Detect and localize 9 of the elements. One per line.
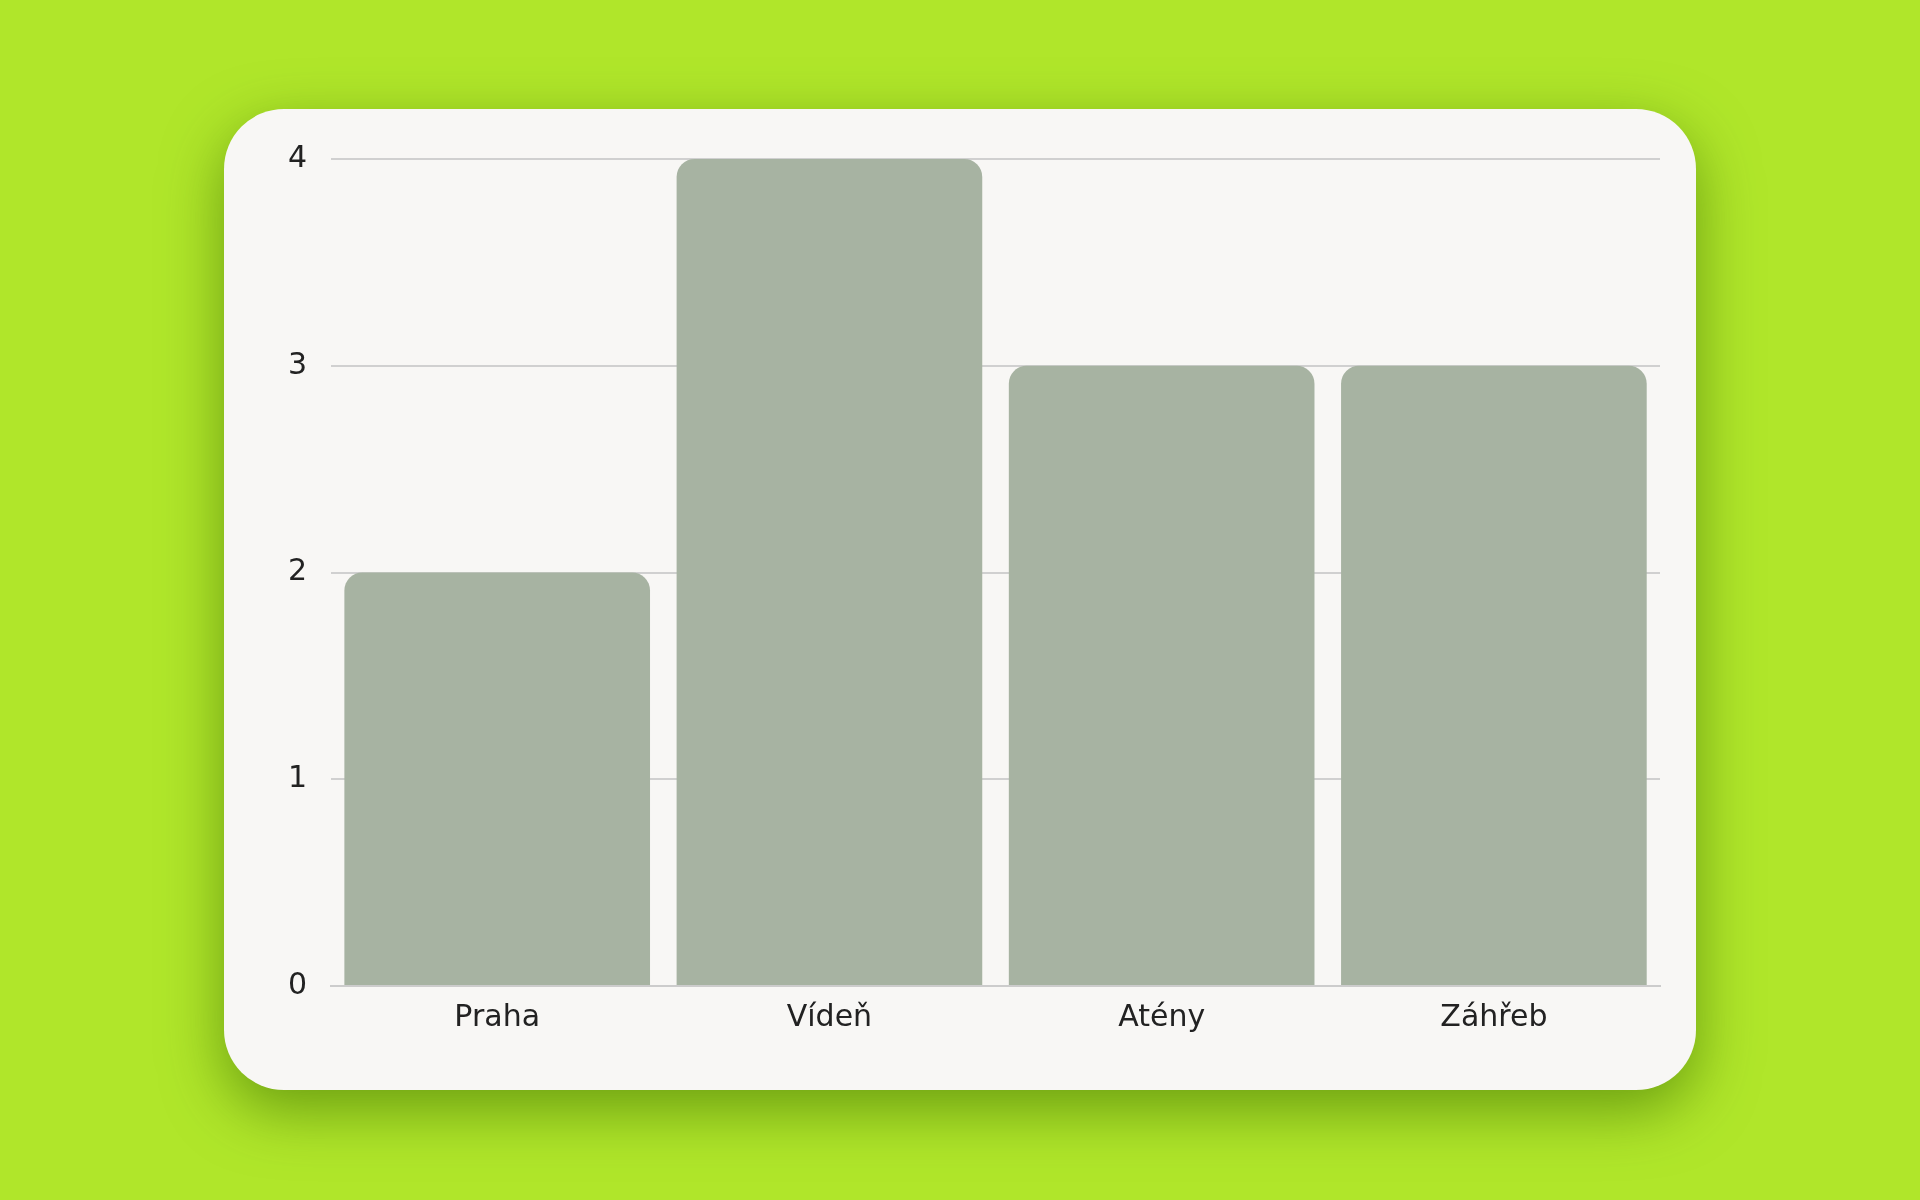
y-tick-label: 2 (287, 552, 308, 588)
x-tick-label: Záhřeb (1440, 997, 1548, 1033)
y-tick-label: 3 (287, 345, 308, 381)
y-tick-label: 1 (287, 759, 308, 795)
x-tick-label: Praha (454, 997, 541, 1033)
x-tick-label: Atény (1118, 997, 1206, 1033)
y-tick-label: 0 (287, 965, 308, 1001)
y-tick-label: 4 (287, 138, 308, 174)
x-tick-label: Vídeň (786, 997, 873, 1033)
